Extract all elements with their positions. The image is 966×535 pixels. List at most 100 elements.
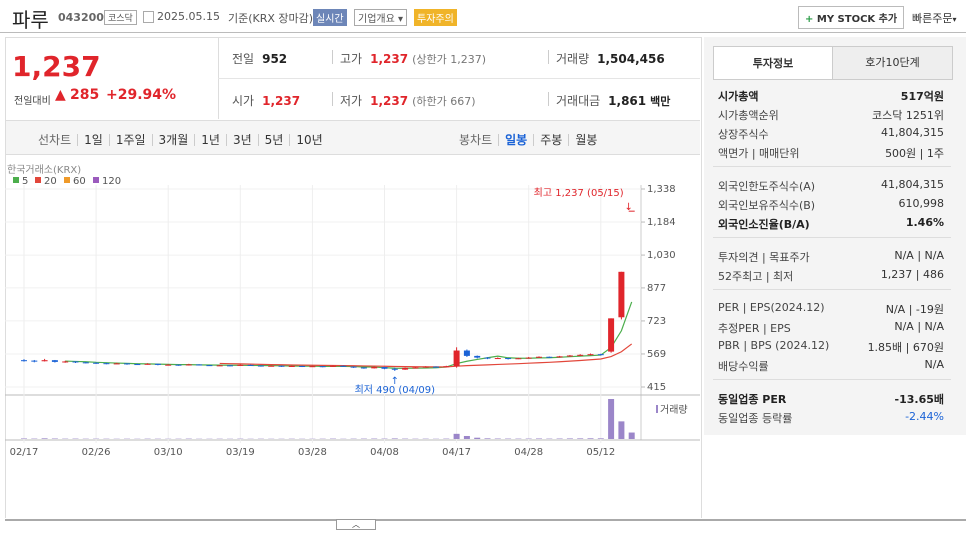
volume-bar: [463, 435, 470, 439]
period-tab[interactable]: 10년: [289, 134, 328, 146]
volume-bar: [536, 438, 542, 439]
divider: [332, 50, 333, 64]
company-tag[interactable]: 기업개요 ▾: [354, 9, 408, 26]
quote-label: 거래대금: [556, 94, 601, 108]
y-tick-label: 1,338: [647, 184, 676, 195]
period-tab[interactable]: 3년: [225, 134, 258, 146]
date: 2025.05.15: [157, 10, 220, 23]
high-arrow: ↓: [625, 202, 633, 213]
info-label: 추정PER | EPS: [718, 322, 791, 335]
quote: 거래대금 1,861 백만: [556, 92, 670, 109]
info-label: 52주최고 | 최저: [718, 270, 794, 283]
candle-body: [546, 356, 553, 358]
candle-body: [278, 365, 285, 367]
candle-tab[interactable]: 월봉: [568, 134, 603, 146]
divider: [218, 78, 700, 79]
period-tab[interactable]: 3개월: [151, 134, 195, 146]
candle-body: [577, 354, 584, 356]
quote-label: 고가: [340, 52, 363, 66]
info-label: 투자의견 | 목표주가: [718, 251, 810, 264]
info-row: 시가총액 517억원: [718, 88, 944, 106]
volume-bar: [618, 421, 625, 439]
quote-value: 1,237: [370, 52, 409, 66]
candle-body: [216, 365, 223, 367]
period-tab[interactable]: 1주일: [108, 134, 152, 146]
info-value: 500원 | 1주: [885, 147, 944, 160]
legend-swatch: [35, 177, 41, 183]
candle-body: [206, 365, 213, 367]
volume-bar: [597, 438, 604, 439]
period-tab[interactable]: 1일: [77, 134, 109, 146]
candle-body: [360, 367, 367, 369]
quick-order-text: 빠른주문: [912, 12, 953, 25]
info-label: 동일업종 PER: [718, 393, 787, 406]
volume-bar: [628, 432, 635, 439]
legend-swatch: [13, 177, 19, 183]
quote: 시가 1,237: [232, 92, 300, 109]
stock-name: 파루: [12, 8, 49, 32]
quote-note: (상한가 1,237): [412, 53, 486, 66]
info-label: 외국인보유주식수(B): [718, 199, 816, 212]
candle-body: [31, 360, 38, 362]
period-tab[interactable]: 5년: [257, 134, 290, 146]
y-tick-label: 569: [647, 349, 666, 360]
left-panel: [5, 37, 702, 518]
candle-body: [597, 354, 604, 356]
info-label: 동일업종 등락률: [718, 412, 793, 425]
collapse-handle[interactable]: ︿: [336, 519, 376, 530]
candle-body: [525, 357, 532, 359]
candle-tab[interactable]: 주봉: [533, 134, 568, 146]
divider: [332, 92, 333, 106]
side-tab[interactable]: 호가10단계: [832, 46, 953, 80]
realtime-tag[interactable]: 실시간: [313, 9, 347, 26]
candle-tab[interactable]: 일봉: [498, 134, 533, 146]
side-tab[interactable]: 투자정보: [713, 46, 833, 80]
candle-body: [443, 366, 450, 368]
volume-label: 거래량: [660, 404, 688, 416]
info-row: 동일업종 PER -13.65배: [718, 391, 944, 409]
info-value: N/A | N/A: [894, 249, 944, 262]
current-price: 1,237: [12, 50, 101, 83]
info-row: 외국인소진율(B/A) 1.46%: [718, 216, 944, 234]
info-value: 610,998: [898, 197, 945, 210]
volume-bar: [484, 438, 491, 439]
header-line: [0, 32, 966, 33]
info-row: 추정PER | EPS N/A | N/A: [718, 320, 944, 338]
x-tick-label: 04/17: [442, 447, 471, 458]
side-panel: [704, 37, 966, 435]
quote-value: 1,861: [608, 94, 647, 108]
quote: 고가 1,237 (상한가 1,237): [340, 50, 486, 67]
quote-label: 시가: [232, 94, 255, 108]
period-tab[interactable]: 1년: [194, 134, 226, 146]
x-tick-label: 03/19: [226, 447, 255, 458]
volume-bar: [566, 438, 573, 439]
candle-body: [474, 355, 481, 358]
candle-body: [463, 350, 470, 356]
candle-body: [330, 365, 336, 367]
volume-bar: [474, 437, 481, 439]
my-stock-button[interactable]: + MY STOCK 추가: [798, 6, 905, 29]
candle-tabs: 봉차트 일봉 주봉 월봉: [459, 131, 603, 148]
info-value: 1.46%: [905, 216, 944, 229]
x-tick-label: 02/17: [10, 447, 39, 458]
info-label: 시가총액: [718, 90, 759, 103]
section-line: [713, 289, 951, 290]
candle-body: [350, 366, 357, 368]
high-annotation: 최고 1,237 (05/15): [534, 187, 624, 199]
quote-label: 저가: [340, 94, 363, 108]
info-row: 외국인한도주식수(A) 41,804,315: [718, 178, 944, 196]
info-row: 배당수익률 N/A: [718, 358, 944, 376]
low-arrow: ↑: [391, 376, 399, 387]
quick-order[interactable]: 빠른주문▾: [912, 12, 957, 25]
info-value: 517억원: [900, 90, 944, 103]
candle-body: [402, 367, 409, 370]
info-label: PBR | BPS (2024.12): [718, 339, 830, 352]
info-row: 52주최고 | 최저 1,237 | 486: [718, 268, 944, 286]
info-value: 1.85배 | 670원: [867, 341, 944, 354]
candle-body: [21, 360, 27, 362]
quote-value: 1,237: [370, 94, 409, 108]
candle-body: [257, 365, 264, 367]
info-row: PER | EPS(2024.12) N/A | -19원: [718, 301, 944, 319]
info-label: 액면가 | 매매단위: [718, 147, 800, 160]
up-arrow: ▲: [55, 87, 66, 103]
